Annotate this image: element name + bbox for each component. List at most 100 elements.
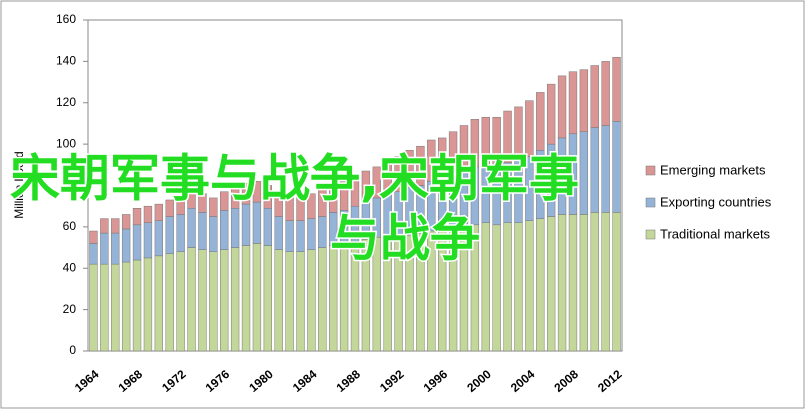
bar-segment xyxy=(220,249,229,352)
bar-segment xyxy=(536,218,545,352)
bar-segment xyxy=(111,232,120,265)
bar-segment xyxy=(165,199,174,217)
bar-segment xyxy=(405,150,414,188)
bar-segment xyxy=(318,189,327,217)
legend-swatch xyxy=(645,197,656,208)
bar-segment xyxy=(154,255,164,352)
bar-segment xyxy=(230,187,240,209)
y-tick-label: 100 xyxy=(56,136,76,150)
bar-segment xyxy=(525,220,534,352)
bar-segment xyxy=(274,193,283,217)
bar-segment xyxy=(579,214,589,352)
bar-segment xyxy=(176,197,185,215)
bar-segment xyxy=(557,214,567,352)
legend-swatch xyxy=(645,165,656,176)
bar-segment xyxy=(416,145,425,186)
bar-segment xyxy=(89,230,98,244)
bar-segment xyxy=(307,249,316,352)
bar-segment xyxy=(296,251,305,352)
bar-segment xyxy=(525,100,534,157)
bar-segment xyxy=(274,249,283,352)
bar-segment xyxy=(154,220,164,257)
overlay-text: 与战争 xyxy=(330,210,480,268)
bar-segment xyxy=(536,92,545,151)
bar-segment xyxy=(241,183,251,205)
bar-segment xyxy=(89,263,98,352)
bar-segment xyxy=(89,243,98,265)
bar-segment xyxy=(263,185,272,209)
bar-segment xyxy=(209,251,218,352)
bar-segment xyxy=(307,218,316,250)
bar-segment xyxy=(176,251,185,352)
bar-segment xyxy=(492,116,501,168)
bar-segment xyxy=(165,253,174,352)
y-tick-label: 60 xyxy=(63,219,77,233)
bar-segment xyxy=(383,160,392,195)
y-tick-label: 160 xyxy=(56,12,76,26)
bar-segment xyxy=(307,193,316,219)
bar-segment xyxy=(187,247,196,352)
bar-segment xyxy=(438,137,447,180)
y-tick-label: 0 xyxy=(69,343,76,357)
legend-label: Emerging markets xyxy=(660,162,766,177)
legend-label: Exporting countries xyxy=(660,194,772,209)
bar-segment xyxy=(612,56,621,122)
bar-segment xyxy=(176,214,185,252)
bar-segment xyxy=(601,212,610,352)
bar-segment xyxy=(100,263,109,352)
bar-segment xyxy=(252,181,262,203)
bar-segment xyxy=(100,232,109,265)
legend-label: Traditional markets xyxy=(660,226,771,241)
bar-segment xyxy=(121,228,131,263)
bar-segment xyxy=(557,75,567,139)
bar-segment xyxy=(579,131,589,215)
bar-segment xyxy=(241,245,251,352)
bar-segment xyxy=(132,224,142,261)
bar-segment xyxy=(241,203,251,246)
bar-segment xyxy=(568,214,578,352)
bar-segment xyxy=(601,125,610,213)
bar-segment xyxy=(143,205,153,223)
bar-segment xyxy=(590,212,599,352)
bar-segment xyxy=(132,208,142,226)
bar-segment xyxy=(481,116,490,166)
bar-segment xyxy=(263,245,272,352)
y-tick-label: 120 xyxy=(56,95,76,109)
bar-segment xyxy=(372,166,381,199)
bar-segment xyxy=(568,71,578,135)
bar-segment xyxy=(514,106,523,161)
bar-segment xyxy=(612,212,621,352)
bar-segment xyxy=(111,218,120,234)
bar-segment xyxy=(503,222,512,352)
bar-segment xyxy=(111,263,120,352)
bar-segment xyxy=(187,208,196,248)
bar-segment xyxy=(296,195,305,221)
bar-segment xyxy=(274,216,283,250)
bar-segment xyxy=(492,224,501,352)
bar-segment xyxy=(230,208,240,248)
bar-segment xyxy=(350,176,360,207)
bar-segment xyxy=(470,119,480,168)
bar-segment xyxy=(601,61,610,126)
bar-segment xyxy=(427,139,436,182)
bar-segment xyxy=(318,247,327,352)
bar-segment xyxy=(121,214,131,230)
y-tick-label: 20 xyxy=(63,302,77,316)
y-tick-label: 140 xyxy=(56,54,76,68)
bar-segment xyxy=(165,216,174,255)
bar-segment xyxy=(252,243,262,352)
bar-segment xyxy=(143,222,153,259)
bar-segment xyxy=(514,222,523,352)
bar-segment xyxy=(361,170,371,203)
bar-segment xyxy=(579,69,589,132)
bar-segment xyxy=(285,251,294,352)
bar-segment xyxy=(220,191,229,211)
bar-segment xyxy=(143,257,153,352)
bar-segment xyxy=(546,83,556,145)
bar-segment xyxy=(590,65,599,128)
bar-segment xyxy=(394,156,403,192)
bar-segment xyxy=(132,259,142,352)
bar-segment xyxy=(296,220,305,252)
bar-segment xyxy=(318,216,327,248)
